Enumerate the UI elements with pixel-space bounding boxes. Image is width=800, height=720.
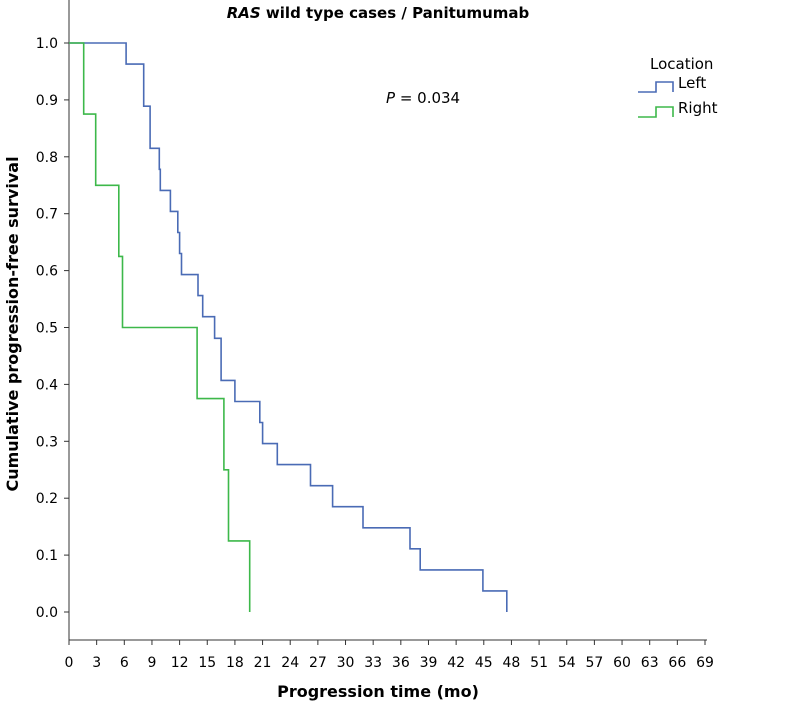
x-tick-label: 0 — [65, 655, 74, 671]
x-tick-label: 27 — [309, 655, 327, 671]
x-tick-label: 3 — [92, 655, 101, 671]
y-axis-ticks: 0.0 0.1 0.2 0.3 0.4 0.5 0.6 0.7 0.8 0.9 1.0 — [36, 36, 69, 621]
x-axis-title: Progression time (mo) — [277, 682, 479, 701]
y-tick-label: 0.8 — [36, 150, 58, 166]
x-tick-label: 24 — [281, 655, 299, 671]
x-axis-ticks: 0 3 6 9 12 15 18 21 24 27 30 33 36 39 42 45 48 51 54 57 60 63… — [65, 640, 714, 671]
chart-title: RAS wild type cases / Panitumumab — [227, 4, 530, 22]
x-tick-label: 45 — [475, 655, 493, 671]
x-tick-label: 51 — [530, 655, 548, 671]
y-tick-label: 0.2 — [36, 491, 58, 507]
y-tick-label: 0.7 — [36, 207, 58, 223]
legend-label-right: Right — [678, 99, 718, 117]
x-tick-label: 39 — [420, 655, 438, 671]
y-tick-label: 0.1 — [36, 548, 58, 564]
legend-swatch-right — [638, 106, 674, 118]
x-tick-label: 48 — [503, 655, 521, 671]
x-tick-label: 15 — [198, 655, 216, 671]
x-tick-label: 12 — [171, 655, 189, 671]
x-tick-label: 69 — [696, 655, 714, 671]
series-line-right — [69, 42, 251, 612]
y-tick-label: 0.0 — [36, 605, 58, 621]
series-layer — [69, 42, 508, 612]
x-tick-label: 36 — [392, 655, 410, 671]
x-tick-label: 60 — [613, 655, 631, 671]
legend-label-left: Left — [678, 74, 706, 92]
legend-title: Location — [650, 55, 713, 73]
x-tick-label: 9 — [147, 655, 156, 671]
p-value-annotation: P = 0.034 — [386, 89, 460, 107]
y-tick-label: 1.0 — [36, 36, 58, 52]
legend: Location Left Right — [638, 55, 718, 118]
y-tick-label: 0.3 — [36, 434, 58, 450]
x-tick-label: 66 — [668, 655, 686, 671]
x-tick-label: 57 — [585, 655, 603, 671]
legend-swatch-left — [638, 81, 674, 93]
x-tick-label: 6 — [120, 655, 129, 671]
y-tick-label: 0.4 — [36, 377, 58, 393]
x-tick-label: 54 — [558, 655, 576, 671]
y-tick-label: 0.9 — [36, 93, 58, 109]
x-tick-label: 63 — [641, 655, 659, 671]
x-tick-label: 30 — [337, 655, 355, 671]
x-tick-label: 33 — [364, 655, 382, 671]
series-line-left — [69, 42, 508, 612]
y-tick-label: 0.6 — [36, 264, 58, 280]
x-tick-label: 21 — [254, 655, 272, 671]
y-axis-title: Cumulative progression-free survival — [3, 156, 22, 491]
x-tick-label: 18 — [226, 655, 244, 671]
y-tick-label: 0.5 — [36, 321, 58, 337]
x-tick-label: 42 — [447, 655, 465, 671]
